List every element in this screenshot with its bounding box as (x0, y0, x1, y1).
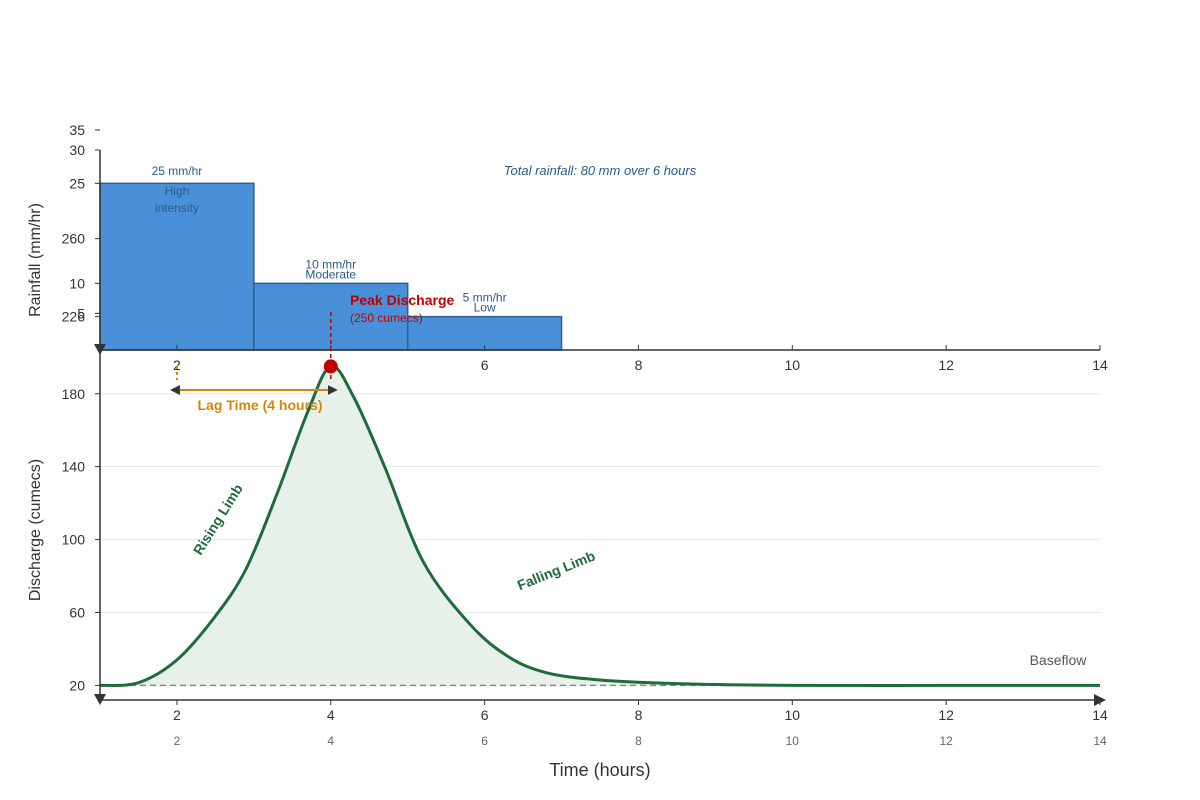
discharge-area-fill (100, 366, 1100, 686)
discharge-y-tick-label: 180 (62, 386, 86, 402)
x-tick-secondary-label: 14 (1093, 734, 1107, 748)
peak-discharge-point (323, 359, 338, 374)
x-tick-label: 8 (635, 707, 643, 723)
rainfall-intensity-label: intensity (155, 201, 199, 215)
x-tick-secondary-label: 10 (786, 734, 800, 748)
lag-time-label: Lag Time (4 hours) (198, 397, 323, 413)
x-tick-label: 12 (938, 707, 954, 723)
discharge-y-tick-label: 140 (62, 459, 86, 475)
rainfall-intensity-label: High (165, 184, 190, 198)
discharge-y-tick-label: 100 (62, 532, 86, 548)
rainfall-rate-label: 25 mm/hr (152, 164, 203, 178)
rainfall-y-tick-label: 25 (69, 175, 85, 191)
mid-axis-arrow-icon (94, 344, 106, 355)
mid-x-tick-label: 14 (1092, 357, 1108, 373)
x-tick-label: 10 (785, 707, 801, 723)
rainfall-bar (253, 282, 409, 351)
rising-limb-label: Rising Limb (190, 481, 246, 557)
rainfall-intensity-label: Low (474, 301, 496, 315)
rainfall-intensity-label: Moderate (305, 267, 356, 281)
x-tick-secondary-label: 12 (939, 734, 953, 748)
x-tick-label: 6 (481, 707, 489, 723)
discharge-axis-title: Discharge (cumecs) (27, 459, 44, 601)
mid-x-tick-label: 10 (785, 357, 801, 373)
rainfall-y-tick-label: 35 (69, 122, 85, 138)
baseflow-label: Baseflow (1030, 652, 1088, 668)
peak-discharge-value: (250 cumecs) (350, 311, 423, 325)
total-rainfall-note: Total rainfall: 80 mm over 6 hours (504, 163, 697, 178)
rainfall-y-tick-label: 30 (69, 142, 85, 158)
x-tick-secondary-label: 8 (635, 734, 642, 748)
rainfall-rate-label: 10 mm/hr (305, 257, 356, 271)
x-tick-label: 2 (173, 707, 181, 723)
mid-x-tick-label: 2 (173, 357, 181, 373)
mid-x-tick-label: 8 (635, 357, 643, 373)
x-tick-secondary-label: 2 (174, 734, 181, 748)
x-tick-secondary-label: 4 (327, 734, 334, 748)
rainfall-y-tick-label: 260 (62, 231, 86, 247)
discharge-y-tick-label: 20 (69, 677, 85, 693)
rainfall-bar (406, 315, 563, 351)
discharge-y-tick-label: 60 (69, 605, 85, 621)
falling-limb-label: Falling Limb (515, 548, 597, 594)
mid-x-tick-label: 6 (481, 357, 489, 373)
peak-discharge-title: Peak Discharge (350, 292, 454, 308)
time-axis-title: Time (hours) (549, 760, 650, 780)
discharge-curve (99, 364, 1100, 688)
rainfall-y-tick-label: 5 (77, 305, 85, 321)
x-tick-secondary-label: 6 (481, 734, 488, 748)
x-tick-label: 4 (327, 707, 335, 723)
mid-x-tick-label: 12 (938, 357, 954, 373)
rainfall-axis-title: Rainfall (mm/hr) (27, 203, 44, 317)
rainfall-y-tick-label: 10 (69, 275, 85, 291)
rainfall-bars (99, 182, 563, 351)
rainfall-y-tick-label: 226 (62, 309, 86, 325)
rainfall-bar (99, 182, 255, 351)
x-tick-label: 14 (1092, 707, 1108, 723)
rainfall-rate-label: 5 mm/hr (463, 291, 507, 305)
axis-ticks: 3530252601052262060100140180222444666888… (62, 122, 1108, 748)
y-axis-down-arrow-icon (94, 694, 106, 705)
